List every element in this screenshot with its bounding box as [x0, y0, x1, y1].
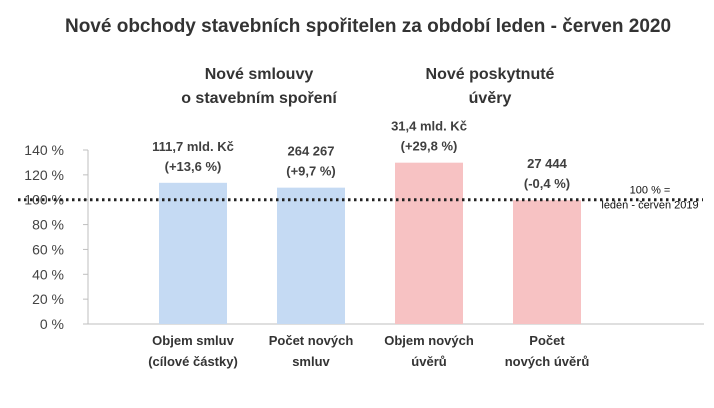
group-label-2: úvěry	[469, 90, 512, 107]
reference-label-line-2: leden - červen 2019	[601, 200, 698, 212]
bar-3	[395, 162, 463, 324]
bar-2	[277, 187, 345, 324]
data-label-4: 27 444	[527, 156, 568, 171]
data-label-3: 31,4 mld. Kč	[391, 119, 467, 134]
bars	[159, 162, 581, 324]
group-labels: Nové smlouvy o stavebním spoření Nové posk…	[181, 66, 554, 107]
group-label-1: Nové smlouvy	[205, 66, 314, 83]
data-label-2: (+9,7 %)	[286, 164, 336, 179]
y-tick-label: 140 %	[24, 142, 64, 158]
bar-4	[513, 200, 581, 324]
category-label-1: Objem smluv	[152, 333, 234, 348]
y-tick-label: 40 %	[32, 266, 64, 282]
y-tick-label: 20 %	[32, 291, 64, 307]
reference-line-label: 100 % = leden - červen 2019	[601, 185, 698, 212]
category-label-1: (cílové částky)	[148, 354, 238, 369]
y-tick-label: 0 %	[40, 316, 64, 332]
category-label-3: Objem nových	[384, 333, 474, 348]
category-label-3: úvěrů	[411, 354, 446, 369]
data-label-2: 264 267	[288, 144, 335, 159]
category-label-4: Počet	[529, 333, 565, 348]
category-label-4: nových úvěrů	[505, 354, 590, 369]
data-label-1: (+13,6 %)	[165, 159, 222, 174]
y-axis-ticks: 0 %20 %40 %60 %80 %100 %120 %140 %	[24, 142, 88, 332]
category-label-2: Počet nových	[269, 333, 354, 348]
chart-title: Nové obchody stavebních spořitelen za ob…	[65, 16, 671, 37]
category-label-2: smluv	[292, 354, 330, 369]
data-labels: 111,7 mld. Kč (+13,6 %) 264 267 (+9,7 %) 31,…	[152, 119, 570, 192]
data-label-3: (+29,8 %)	[401, 139, 458, 154]
y-tick-label: 80 %	[32, 217, 64, 233]
reference-label-line-1: 100 % =	[630, 185, 671, 197]
data-label-1: 111,7 mld. Kč	[152, 139, 234, 154]
y-tick-label: 120 %	[24, 167, 64, 183]
y-tick-label: 60 %	[32, 241, 64, 257]
bar-1	[159, 182, 227, 324]
group-label-1: o stavebním spoření	[181, 90, 337, 107]
category-labels: Objem smluv (cílové částky) Počet nových sm…	[148, 333, 589, 369]
group-label-2: Nové poskytnuté	[426, 66, 555, 83]
data-label-4: (-0,4 %)	[524, 176, 570, 191]
